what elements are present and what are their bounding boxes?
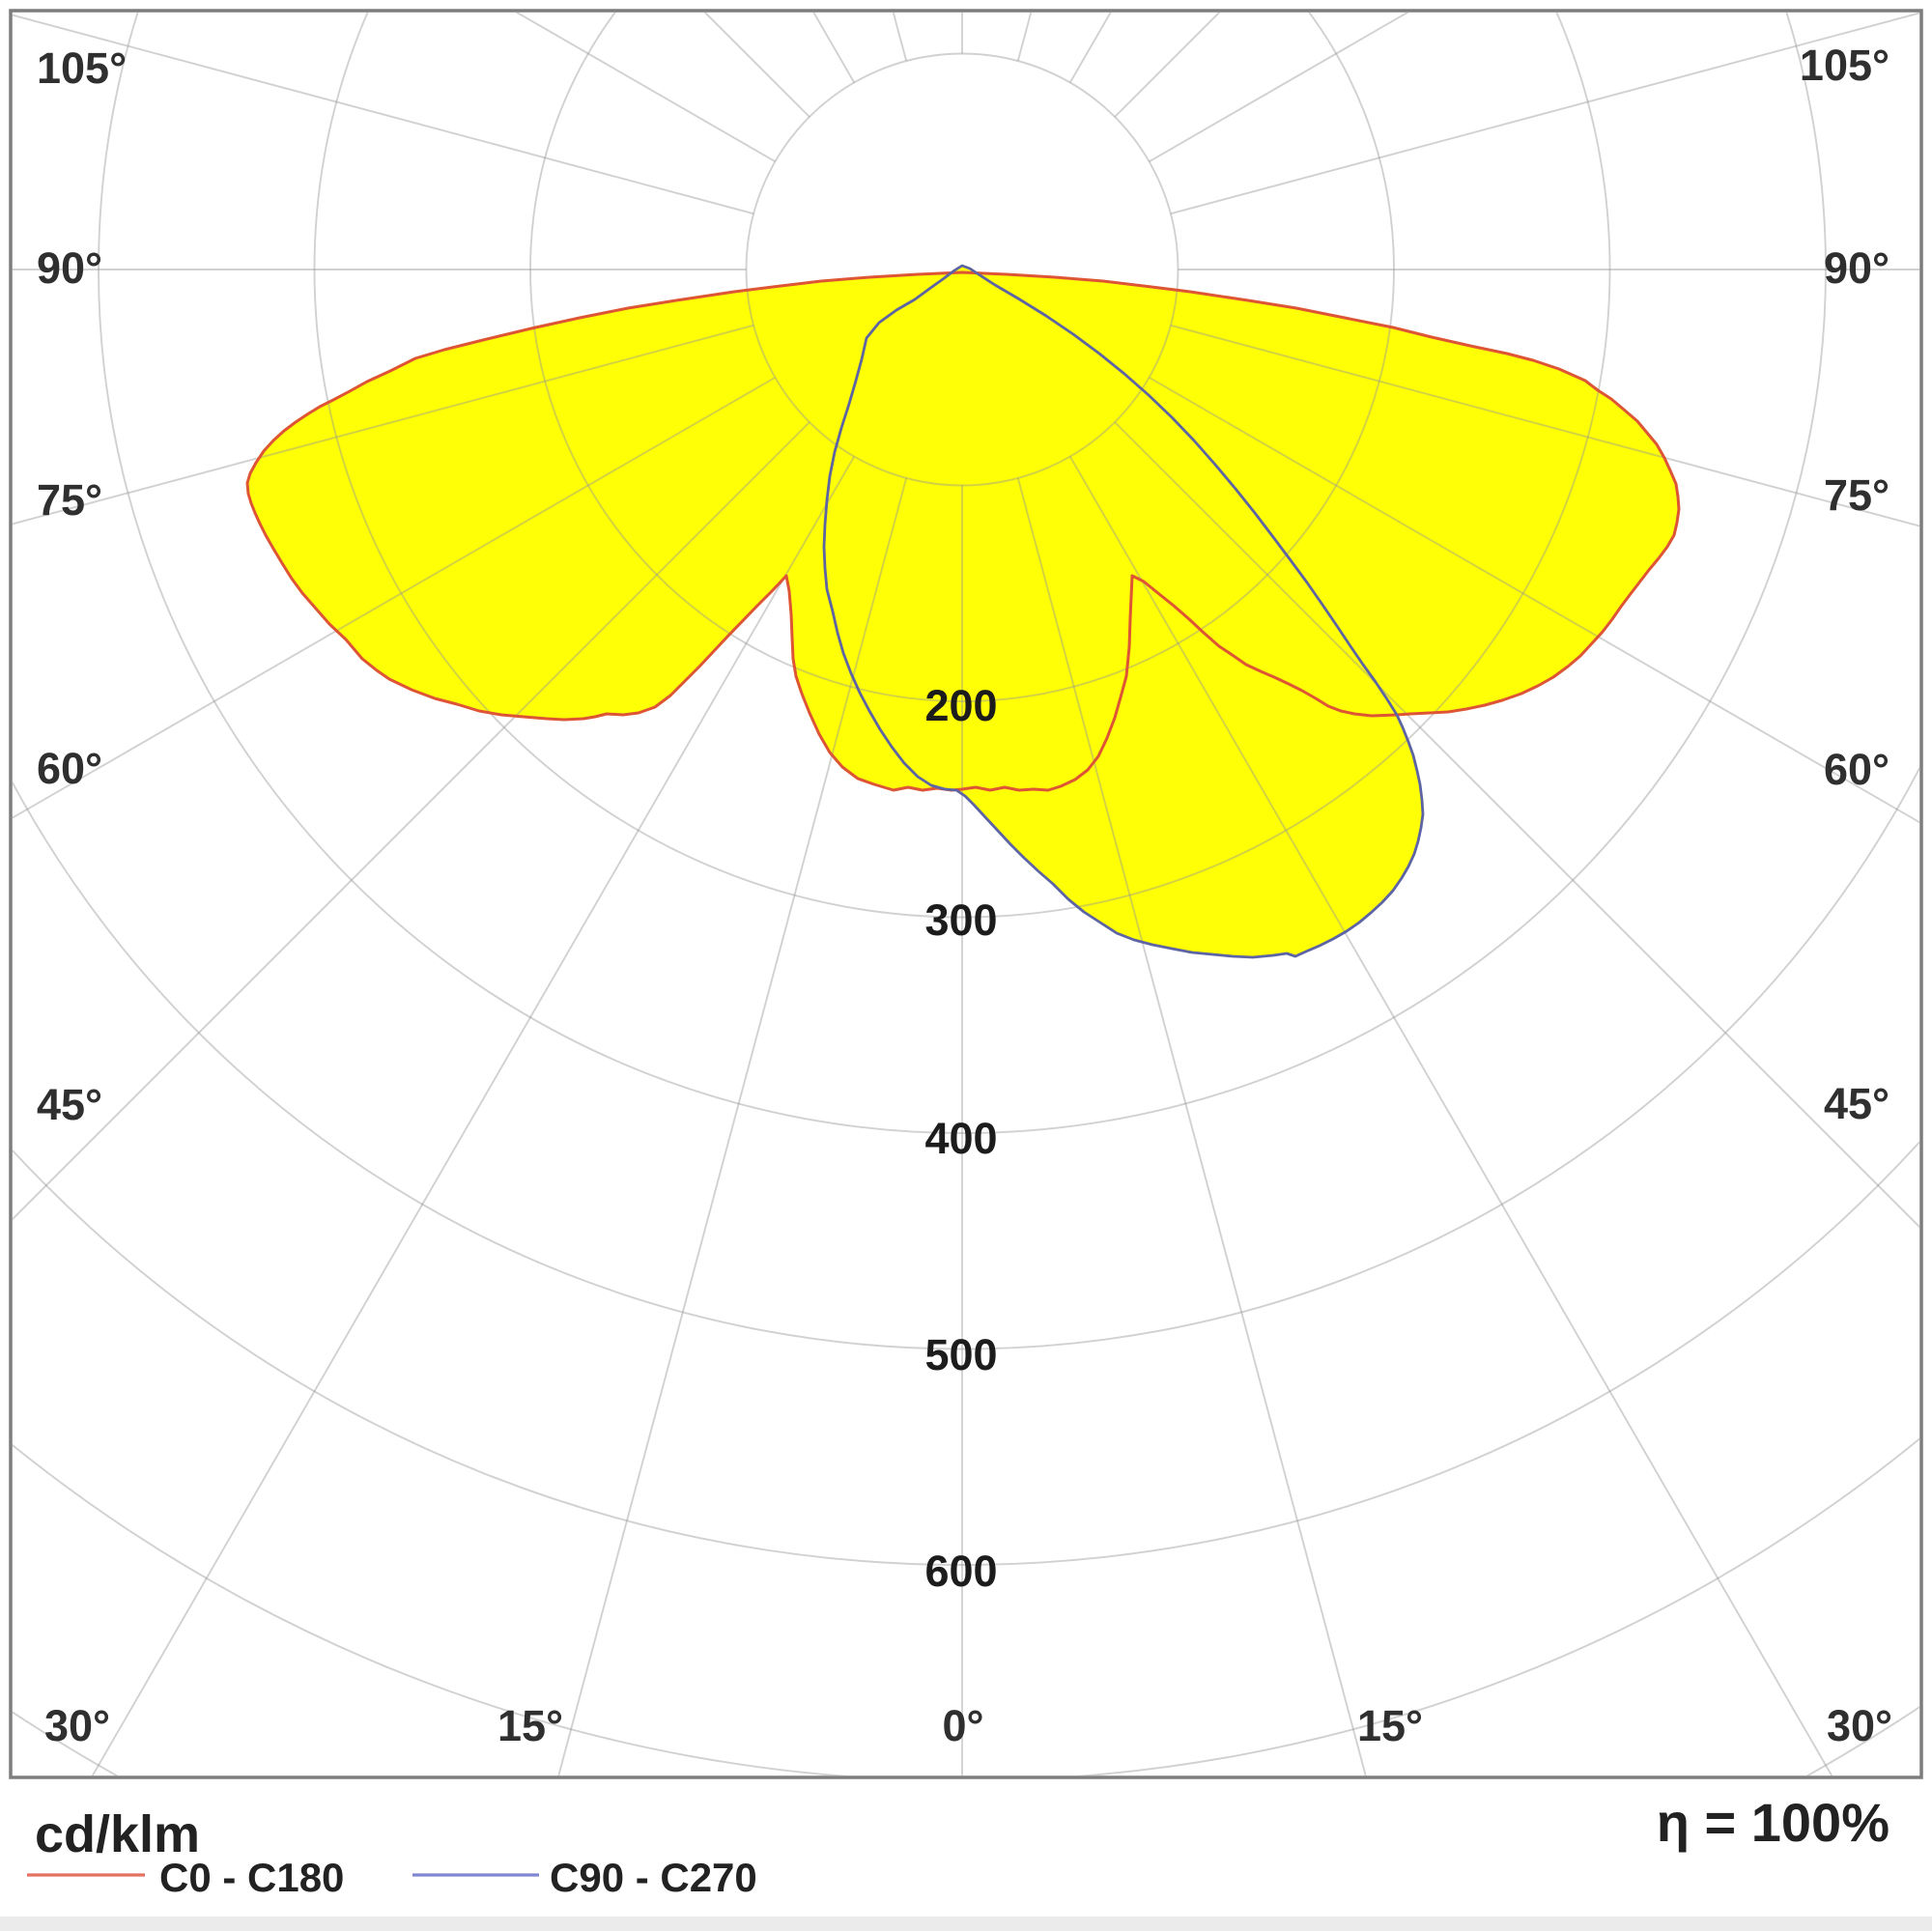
- svg-text:0°: 0°: [942, 1701, 983, 1750]
- svg-text:60°: 60°: [1824, 745, 1889, 794]
- svg-text:300: 300: [924, 895, 997, 945]
- svg-text:30°: 30°: [1827, 1701, 1892, 1750]
- svg-text:90°: 90°: [1824, 243, 1889, 293]
- svg-text:600: 600: [924, 1547, 997, 1596]
- svg-text:C90 - C270: C90 - C270: [550, 1855, 757, 1900]
- svg-text:500: 500: [924, 1330, 997, 1379]
- svg-text:400: 400: [924, 1114, 997, 1163]
- svg-text:15°: 15°: [1357, 1701, 1423, 1750]
- svg-text:105°: 105°: [37, 43, 127, 93]
- svg-text:200: 200: [924, 681, 997, 730]
- svg-text:15°: 15°: [497, 1701, 563, 1750]
- svg-text:75°: 75°: [1824, 470, 1889, 520]
- svg-text:105°: 105°: [1800, 41, 1889, 90]
- svg-text:45°: 45°: [37, 1080, 102, 1129]
- svg-text:30°: 30°: [44, 1701, 110, 1750]
- svg-text:45°: 45°: [1824, 1079, 1889, 1128]
- svg-text:η = 100%: η = 100%: [1657, 1792, 1889, 1853]
- svg-text:90°: 90°: [37, 243, 102, 293]
- svg-text:cd/klm: cd/klm: [35, 1805, 200, 1863]
- svg-text:60°: 60°: [37, 744, 102, 793]
- svg-text:75°: 75°: [37, 475, 102, 525]
- svg-text:C0 - C180: C0 - C180: [159, 1855, 344, 1900]
